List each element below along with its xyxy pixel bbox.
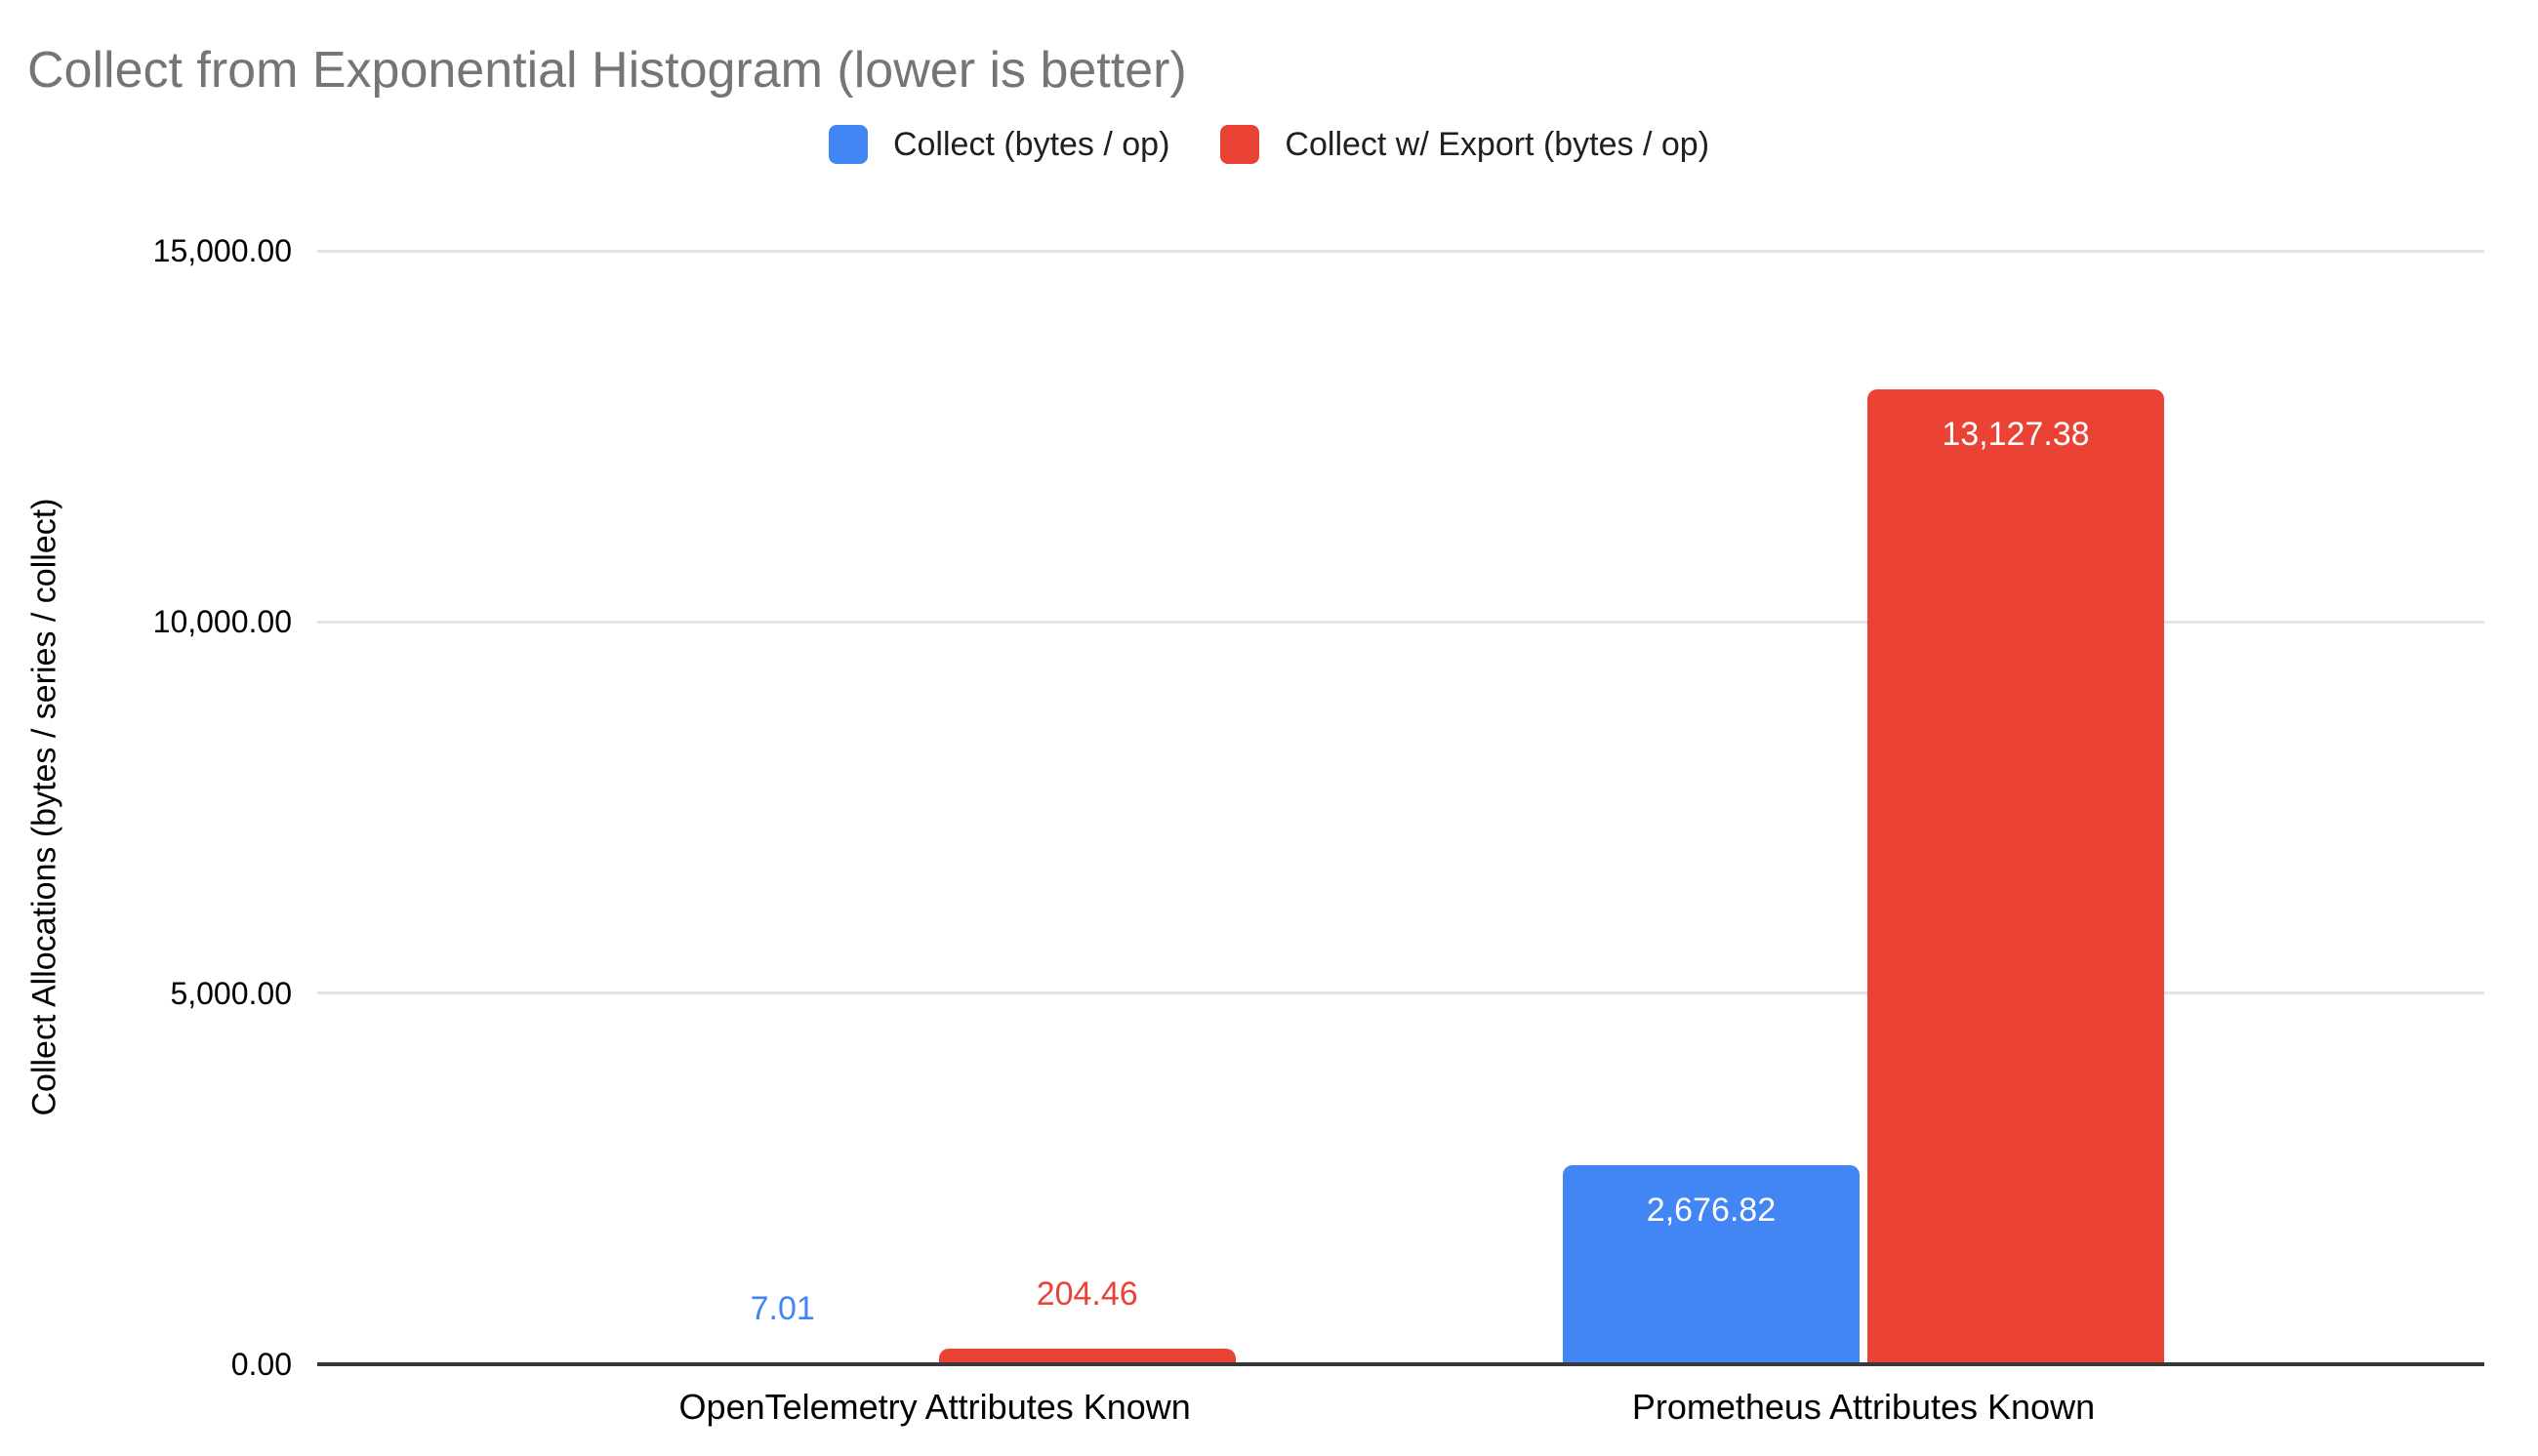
legend-item-collect-export: Collect w/ Export (bytes / op) [1220, 125, 1709, 164]
legend-item-collect: Collect (bytes / op) [828, 125, 1170, 164]
legend-label-collect: Collect (bytes / op) [892, 125, 1170, 163]
y-axis-tick-label: 15,000.00 [152, 233, 292, 268]
y-axis-tick-label: 10,000.00 [152, 604, 292, 640]
category-label-opentelemetry: OpenTelemetry Attributes Known [678, 1387, 1191, 1427]
bar-prom-collect-export[interactable] [1866, 389, 2164, 1364]
gridline [317, 620, 2484, 624]
gridline [317, 991, 2484, 995]
plot-area: OpenTelemetry Attributes Known Prometheu… [153, 233, 2484, 1427]
bar-otel-collect-export[interactable] [938, 1349, 1236, 1364]
bar-value-label-prom-collect-export: 13,127.38 [1942, 416, 2090, 454]
x-axis-baseline [317, 1362, 2484, 1366]
bar-value-label-otel-collect: 7.01 [750, 1290, 815, 1328]
bar-value-label-prom-collect: 2,676.82 [1646, 1192, 1777, 1230]
y-axis-tick-label: 5,000.00 [170, 975, 292, 1011]
category-label-prometheus: Prometheus Attributes Known [1631, 1387, 2096, 1427]
legend-swatch-collect-icon [828, 125, 868, 164]
y-axis-title: Collect Allocations (bytes / series / co… [25, 498, 63, 1116]
bar-value-label-otel-collect-export: 204.46 [1036, 1275, 1138, 1314]
legend-label-collect-export: Collect w/ Export (bytes / op) [1285, 125, 1710, 163]
y-axis-tick-label: 0.00 [230, 1347, 292, 1382]
legend: Collect (bytes / op) Collect w/ Export (… [0, 125, 2538, 164]
chart-title: Collect from Exponential Histogram (lowe… [27, 41, 1187, 99]
gridline [317, 249, 2484, 253]
bar-prom-collect[interactable] [1562, 1165, 1860, 1364]
legend-swatch-collect-export-icon [1220, 125, 1260, 164]
